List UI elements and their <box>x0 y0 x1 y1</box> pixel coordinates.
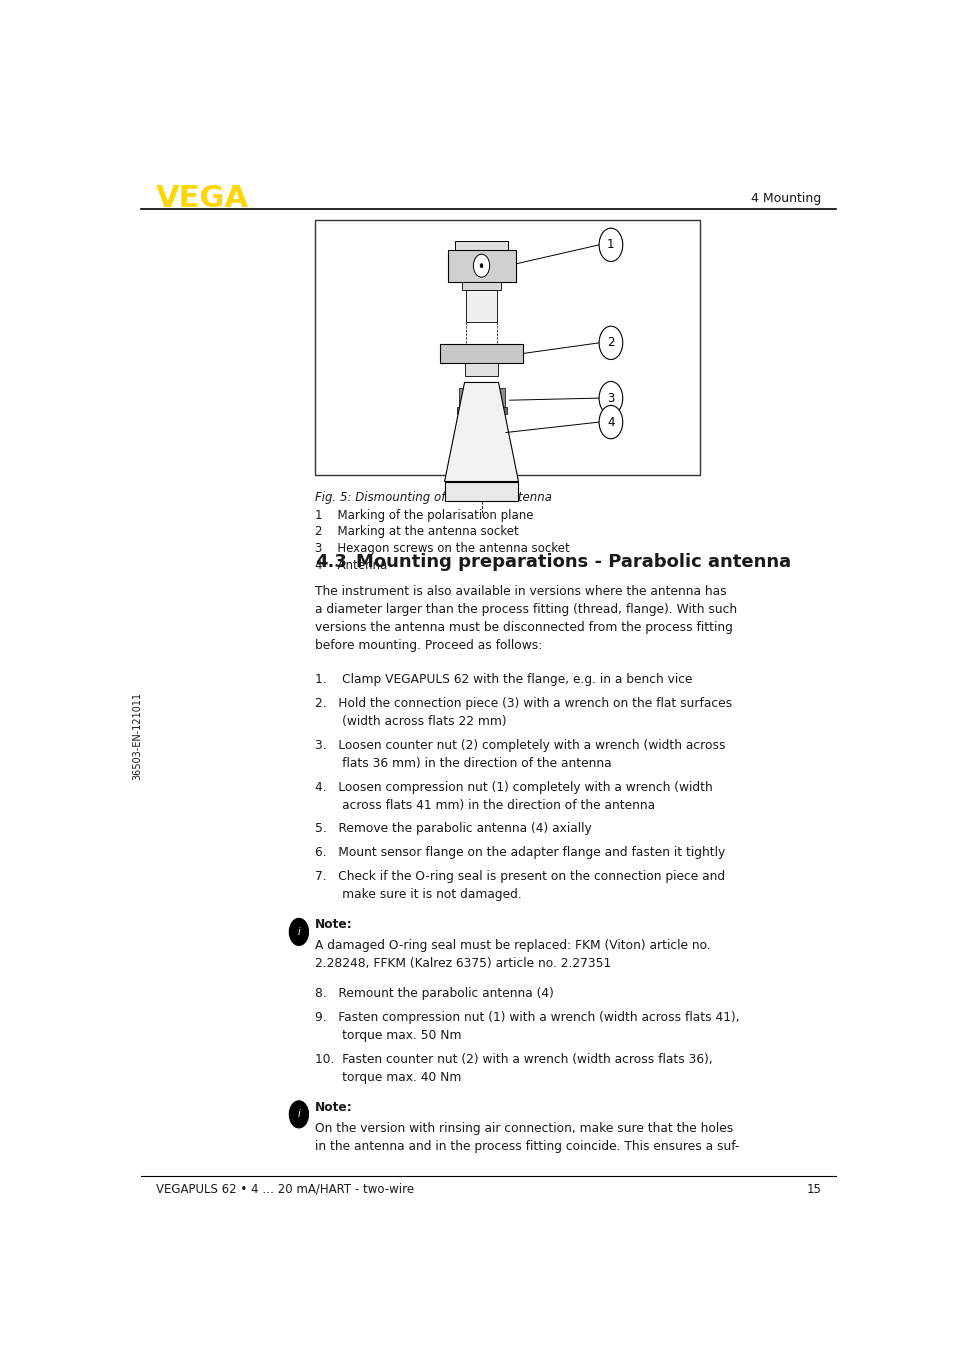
Bar <box>455 241 508 250</box>
Polygon shape <box>444 382 518 482</box>
FancyBboxPatch shape <box>314 219 699 475</box>
Text: 5.   Remove the parabolic antenna (4) axially: 5. Remove the parabolic antenna (4) axia… <box>314 822 591 835</box>
Circle shape <box>598 405 622 439</box>
Text: VEGAPULS 62 • 4 … 20 mA/HART - two-wire: VEGAPULS 62 • 4 … 20 mA/HART - two-wire <box>156 1183 414 1196</box>
Text: 3.   Loosen counter nut (2) completely with a wrench (width across
       flats : 3. Loosen counter nut (2) completely wit… <box>314 739 725 770</box>
Bar <box>498 387 505 409</box>
Text: 6.   Mount sensor flange on the adapter flange and fasten it tightly: 6. Mount sensor flange on the adapter fl… <box>314 846 724 860</box>
Text: 1: 1 <box>606 238 614 252</box>
Text: 1.    Clamp VEGAPULS 62 with the flange, e.g. in a bench vice: 1. Clamp VEGAPULS 62 with the flange, e.… <box>314 673 692 686</box>
Circle shape <box>479 264 482 268</box>
Text: 4.3: 4.3 <box>314 554 347 571</box>
Text: 2.   Hold the connection piece (3) with a wrench on the flat surfaces
       (wi: 2. Hold the connection piece (3) with a … <box>314 697 732 728</box>
Text: A damaged O-ring seal must be replaced: FKM (Viton) article no.
2.28248, FFKM (K: A damaged O-ring seal must be replaced: … <box>314 940 710 971</box>
Text: 4    Antenna: 4 Antenna <box>314 559 387 571</box>
Text: 9.   Fasten compression nut (1) with a wrench (width across flats 41),
       to: 9. Fasten compression nut (1) with a wre… <box>314 1011 739 1043</box>
Text: VEGA: VEGA <box>156 184 249 214</box>
Text: 4: 4 <box>606 416 614 429</box>
Text: 4 Mounting: 4 Mounting <box>751 192 821 206</box>
Text: 3: 3 <box>607 391 614 405</box>
Text: 36503-EN-121011: 36503-EN-121011 <box>132 692 143 780</box>
Text: 7.   Check if the O-ring seal is present on the connection piece and
       make: 7. Check if the O-ring seal is present o… <box>314 871 724 902</box>
Circle shape <box>289 1101 308 1128</box>
Bar <box>444 482 518 501</box>
Text: 15: 15 <box>806 1183 821 1196</box>
Circle shape <box>473 255 489 278</box>
Text: 10.  Fasten counter nut (2) with a wrench (width across flats 36),
       torque: 10. Fasten counter nut (2) with a wrench… <box>314 1053 712 1083</box>
Text: The instrument is also available in versions where the antenna has
a diameter la: The instrument is also available in vers… <box>314 585 737 651</box>
Circle shape <box>289 918 308 945</box>
Circle shape <box>598 229 622 261</box>
Bar <box>465 363 497 376</box>
Text: Fig. 5: Dismounting of the horn antenna: Fig. 5: Dismounting of the horn antenna <box>314 492 552 504</box>
Text: Mounting preparations - Parabolic antenna: Mounting preparations - Parabolic antenn… <box>355 554 790 571</box>
Text: 2: 2 <box>606 336 614 349</box>
Text: i: i <box>297 1109 300 1120</box>
Bar <box>462 283 500 290</box>
Bar <box>465 290 497 322</box>
Text: 1    Marking of the polarisation plane: 1 Marking of the polarisation plane <box>314 509 533 521</box>
Circle shape <box>598 326 622 360</box>
Text: 3    Hexagon screws on the antenna socket: 3 Hexagon screws on the antenna socket <box>314 542 569 555</box>
Text: 8.   Remount the parabolic antenna (4): 8. Remount the parabolic antenna (4) <box>314 987 554 1001</box>
Text: i: i <box>297 927 300 937</box>
Text: Note:: Note: <box>314 918 353 932</box>
Circle shape <box>598 382 622 414</box>
Text: Note:: Note: <box>314 1101 353 1114</box>
Bar <box>456 408 466 414</box>
Text: 2    Marking at the antenna socket: 2 Marking at the antenna socket <box>314 525 518 539</box>
Text: 4.   Loosen compression nut (1) completely with a wrench (width
       across fl: 4. Loosen compression nut (1) completely… <box>314 781 712 812</box>
Bar <box>497 408 506 414</box>
Bar <box>458 387 465 409</box>
Text: On the version with rinsing air connection, make sure that the holes
in the ante: On the version with rinsing air connecti… <box>314 1121 739 1152</box>
Bar <box>447 250 515 283</box>
Bar <box>439 344 522 363</box>
